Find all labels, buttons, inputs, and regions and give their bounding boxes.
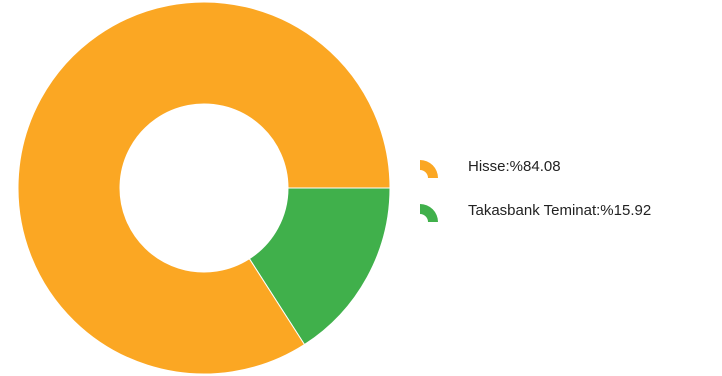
- legend-item-takasbank-teminat[interactable]: Takasbank Teminat:%15.92: [420, 202, 651, 222]
- legend-arc-icon: [420, 160, 438, 178]
- legend-label: Takasbank Teminat:%15.92: [468, 202, 651, 219]
- legend-arc-icon: [420, 204, 438, 222]
- legend-label: Hisse:%84.08: [468, 158, 561, 175]
- slice-hisse[interactable]: [17, 1, 391, 375]
- slice-takasbank-teminat[interactable]: [248, 187, 391, 346]
- chart-legend: Hisse:%84.08 Takasbank Teminat:%15.92: [420, 158, 651, 222]
- donut-slices: [17, 1, 391, 375]
- legend-item-hisse[interactable]: Hisse:%84.08: [420, 158, 561, 178]
